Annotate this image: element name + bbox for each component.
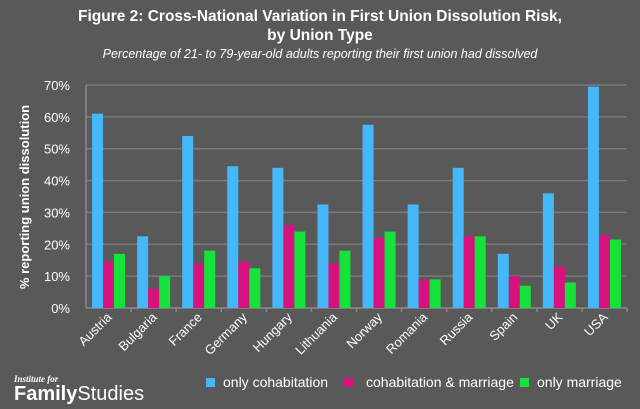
y-tick-label: 10%: [44, 269, 70, 284]
title-line-2: by Union Type: [267, 27, 373, 44]
legend-label: only cohabitation: [223, 374, 329, 390]
bar-lithuania-2: [328, 263, 340, 308]
bar-usa-3: [609, 239, 621, 308]
y-tick-label: 60%: [44, 110, 70, 125]
bar-uk-1: [542, 193, 554, 308]
x-tick-label: Bulgaria: [115, 309, 160, 354]
logo-word2: Studies: [77, 383, 145, 405]
bar-austria-3: [114, 253, 126, 308]
bar-uk-3: [564, 282, 576, 308]
x-tick-label: UK: [542, 309, 566, 333]
legend-item-cohabitation-marriage: cohabitation & marriage: [344, 374, 514, 390]
bar-usa-1: [587, 86, 599, 308]
bar-lithuania-3: [339, 250, 351, 308]
y-tick-label: 70%: [44, 78, 70, 93]
bar-austria-1: [92, 113, 104, 309]
bar-bulgaria-3: [159, 276, 171, 308]
bar-germany-2: [238, 261, 250, 308]
bar-romania-3: [429, 279, 441, 308]
bar-spain-3: [519, 285, 531, 308]
x-tick-label: Spain: [486, 310, 520, 344]
title-line-1: Figure 2: Cross-National Variation in Fi…: [77, 8, 562, 25]
logo-word1: Family: [14, 383, 78, 405]
legend-swatch: [344, 377, 353, 387]
bar-hungary-3: [294, 231, 306, 308]
legend-label: cohabitation & marriage: [366, 374, 514, 390]
x-tick-label: Germany: [201, 309, 250, 358]
bar-france-1: [182, 135, 194, 308]
bar-russia-1: [452, 167, 464, 308]
bar-spain-2: [508, 276, 520, 308]
bar-lithuania-1: [317, 204, 329, 308]
y-tick-label: 30%: [44, 205, 70, 220]
bar-romania-1: [407, 204, 419, 308]
legend-item-only-cohabitation: only cohabitation: [206, 374, 328, 390]
x-tick-label: USA: [581, 309, 611, 339]
bar-spain-1: [497, 253, 509, 308]
bar-norway-2: [373, 237, 385, 308]
y-axis-label: % reporting union dissolution: [17, 105, 32, 289]
chart-title: Figure 2: Cross-National Variation in Fi…: [0, 7, 640, 45]
bar-bulgaria-1: [137, 236, 149, 308]
bar-russia-3: [474, 236, 486, 308]
bar-germany-3: [249, 268, 261, 308]
bar-uk-2: [553, 266, 565, 308]
bar-france-3: [204, 250, 216, 308]
chart-subtitle: Percentage of 21- to 79-year-old adults …: [102, 47, 538, 61]
bar-romania-2: [418, 279, 430, 308]
legend-label: only marriage: [537, 374, 622, 390]
y-tick-label: 0%: [51, 301, 70, 316]
x-tick-label: Austria: [75, 309, 115, 349]
y-tick-label: 50%: [44, 142, 70, 157]
institute-for-family-studies-logo: Institute for FamilyStudies: [14, 374, 144, 405]
bar-bulgaria-2: [148, 288, 160, 308]
bar-austria-2: [103, 261, 115, 308]
y-tick-label: 40%: [44, 174, 70, 189]
bar-usa-2: [598, 234, 610, 308]
x-tick-label: Romania: [383, 309, 431, 357]
bar-germany-1: [227, 166, 239, 308]
legend-swatch: [520, 377, 529, 387]
bar-norway-3: [384, 231, 396, 308]
x-tick-label: Norway: [343, 309, 385, 351]
bar-france-2: [193, 263, 205, 308]
x-tick-label: Russia: [437, 309, 476, 348]
legend-swatch: [206, 377, 215, 387]
bar-norway-1: [362, 124, 374, 308]
x-tick-label: France: [166, 310, 205, 349]
bar-hungary-2: [283, 225, 295, 308]
x-tick-label: Hungary: [250, 309, 296, 355]
bar-hungary-1: [272, 167, 284, 308]
y-tick-label: 20%: [44, 237, 70, 252]
bar-russia-2: [463, 236, 475, 308]
legend-item-only-marriage: only marriage: [520, 374, 622, 390]
logo-line1: Institute for: [14, 374, 59, 384]
x-tick-label: Lithuania: [292, 309, 340, 357]
